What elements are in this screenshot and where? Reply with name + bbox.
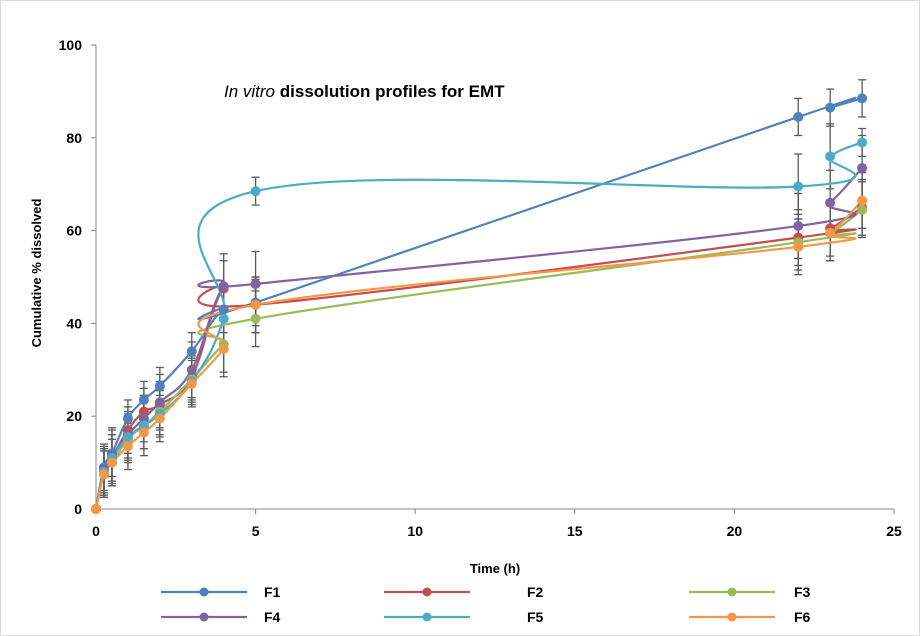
data-point-f1 <box>857 93 868 104</box>
chart-title-italic: In vitro <box>224 82 275 101</box>
data-point-f4 <box>825 197 836 208</box>
data-point-f5 <box>793 181 804 192</box>
data-point-f1 <box>154 381 165 392</box>
data-point-f6 <box>106 457 117 468</box>
legend: F1 F2 F3 F4 F5 F6 <box>161 584 811 625</box>
data-point-f6 <box>98 469 109 480</box>
data-point-f4 <box>218 281 229 292</box>
legend-label-f6: F6 <box>794 609 811 625</box>
chart-title: In vitro dissolution profiles for EMT <box>224 82 505 101</box>
data-point-f4 <box>857 162 868 173</box>
data-point-f5 <box>250 186 261 197</box>
legend-label-f2: F2 <box>527 584 544 600</box>
x-tick-label: 20 <box>727 523 743 539</box>
data-point-f4 <box>186 364 197 375</box>
y-tick-label: 60 <box>66 223 82 239</box>
data-point-f4 <box>250 278 261 289</box>
data-point-f6 <box>218 343 229 354</box>
data-point-f5 <box>857 137 868 148</box>
x-tick-label: 0 <box>92 523 100 539</box>
y-tick-label: 80 <box>66 130 82 146</box>
x-tick-label: 5 <box>252 523 260 539</box>
legend-marker-f4 <box>199 612 209 622</box>
y-tick-label: 0 <box>74 501 82 517</box>
legend-label-f1: F1 <box>264 584 281 600</box>
x-tick-label: 10 <box>407 523 423 539</box>
data-point-f6 <box>122 441 133 452</box>
data-point-f6 <box>138 427 149 438</box>
data-point-f6 <box>825 227 836 238</box>
data-point-f1 <box>138 394 149 405</box>
data-point-f6 <box>793 241 804 252</box>
legend-marker-f6 <box>727 612 737 622</box>
data-point-f5 <box>825 151 836 162</box>
legend-marker-f3 <box>727 587 737 597</box>
legend-label-f5: F5 <box>527 609 544 625</box>
legend-marker-f5 <box>422 612 432 622</box>
data-point-f6 <box>250 299 261 310</box>
data-point-f5 <box>218 313 229 324</box>
x-axis-title: Time (h) <box>470 561 520 576</box>
y-tick-label: 40 <box>66 315 82 331</box>
data-point-f6 <box>186 378 197 389</box>
legend-marker-f2 <box>422 587 432 597</box>
legend-label-f4: F4 <box>264 609 281 625</box>
y-axis-title: Cumulative % dissolved <box>29 199 44 348</box>
x-tick-label: 25 <box>886 523 902 539</box>
y-tick-label: 100 <box>59 37 83 53</box>
series-line-f6 <box>94 199 863 510</box>
series-line-f5 <box>94 141 863 510</box>
data-point-f4 <box>793 220 804 231</box>
x-tick-label: 15 <box>567 523 583 539</box>
data-point-f6 <box>857 195 868 206</box>
series-points <box>91 93 868 514</box>
series-line-f1 <box>94 96 863 510</box>
series-line-f4 <box>94 167 863 510</box>
data-point-f3 <box>250 313 261 324</box>
series-lines <box>94 96 863 510</box>
data-point-f1 <box>186 346 197 357</box>
series-line-f3 <box>94 208 863 510</box>
axes: 0 20 40 60 80 100 0 5 10 15 20 25 <box>59 37 902 539</box>
data-point-f1 <box>793 111 804 122</box>
data-point-f5 <box>122 432 133 443</box>
y-tick-label: 20 <box>66 408 82 424</box>
data-point-f4 <box>154 397 165 408</box>
legend-marker-f1 <box>199 587 209 597</box>
data-point-f6 <box>91 504 101 514</box>
legend-label-f3: F3 <box>794 584 811 600</box>
data-point-f1 <box>825 102 836 113</box>
data-point-f6 <box>154 413 165 424</box>
data-point-f3 <box>857 204 868 215</box>
chart-title-rest: dissolution profiles for EMT <box>275 82 505 101</box>
data-point-f1 <box>218 304 229 315</box>
data-point-f1 <box>122 413 133 424</box>
